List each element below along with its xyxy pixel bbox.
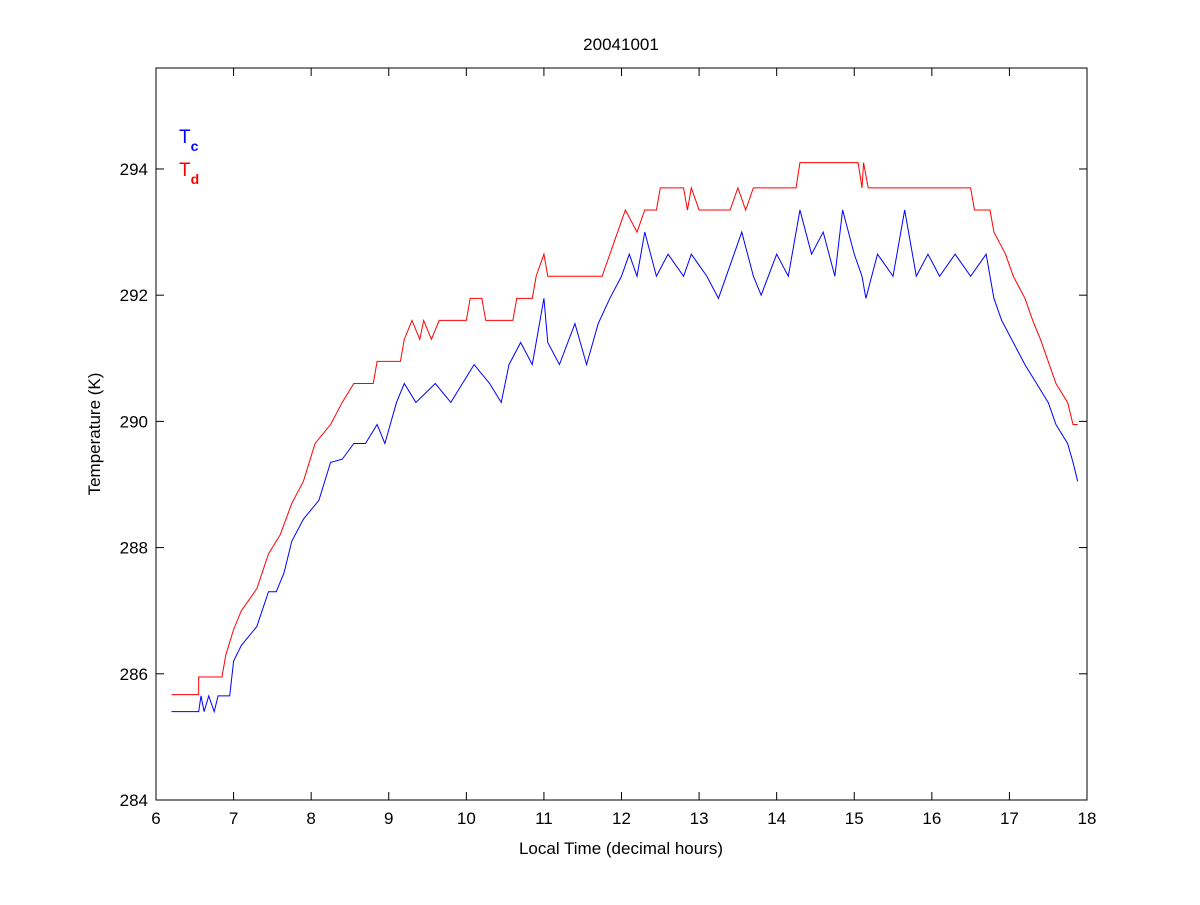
x-axis-label: Local Time (decimal hours) xyxy=(519,839,723,858)
x-tick-label: 8 xyxy=(306,809,315,828)
x-tick-label: 6 xyxy=(151,809,160,828)
x-tick-label: 14 xyxy=(767,809,786,828)
x-tick-label: 10 xyxy=(457,809,476,828)
x-tick-label: 17 xyxy=(1000,809,1019,828)
x-tick-label: 11 xyxy=(535,809,553,828)
y-tick-label: 288 xyxy=(120,539,148,558)
x-tick-label: 16 xyxy=(922,809,941,828)
x-tick-label: 13 xyxy=(690,809,709,828)
legend-subscript: d xyxy=(191,171,200,187)
x-tick-label: 12 xyxy=(612,809,631,828)
y-axis-label: Temperature (K) xyxy=(85,373,104,496)
series-line-Td xyxy=(171,162,1078,696)
legend-entry-Td: Td xyxy=(179,160,199,187)
x-tick-label: 18 xyxy=(1078,809,1097,828)
x-tick-label: 9 xyxy=(384,809,393,828)
x-tick-label: 15 xyxy=(845,809,864,828)
y-tick-label: 294 xyxy=(120,160,148,179)
legend-symbol: T xyxy=(179,160,191,181)
y-tick-label: 284 xyxy=(120,791,148,810)
y-tick-label: 290 xyxy=(120,412,148,431)
x-tick-label: 7 xyxy=(229,809,238,828)
legend-entry-Tc: Tc xyxy=(179,127,199,154)
chart-title: 20041001 xyxy=(583,35,659,54)
y-tick-label: 286 xyxy=(120,665,148,684)
legend-subscript: c xyxy=(191,138,199,154)
y-tick-label: 292 xyxy=(120,286,148,305)
series-line-Tc xyxy=(171,209,1079,714)
legend-symbol: T xyxy=(179,127,191,148)
plot-area xyxy=(155,67,1088,801)
